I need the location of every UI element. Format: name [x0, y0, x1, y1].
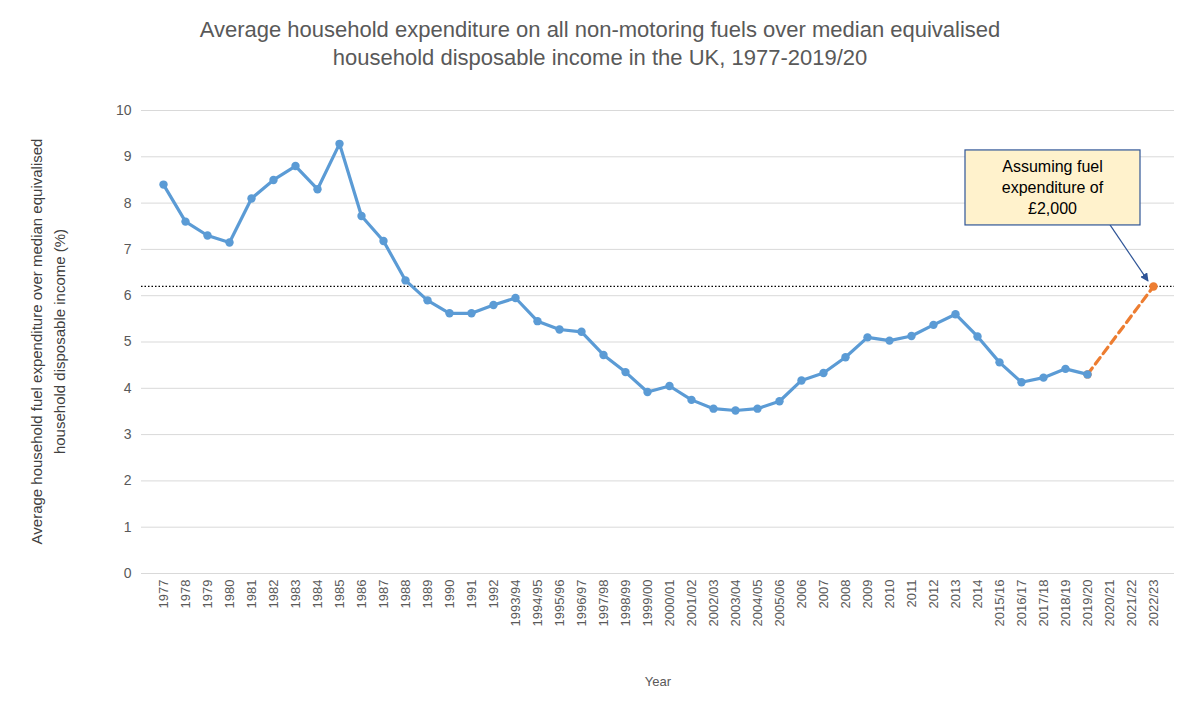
- svg-text:1998/99: 1998/99: [618, 580, 633, 627]
- svg-text:4: 4: [124, 380, 132, 396]
- svg-text:1: 1: [124, 519, 132, 535]
- svg-text:2004/05: 2004/05: [750, 580, 765, 627]
- svg-text:2002/03: 2002/03: [706, 580, 721, 627]
- svg-text:2013: 2013: [948, 580, 963, 609]
- svg-text:1978: 1978: [178, 580, 193, 609]
- svg-text:2021/22: 2021/22: [1124, 580, 1139, 627]
- svg-text:1983: 1983: [288, 580, 303, 609]
- svg-text:2006: 2006: [794, 580, 809, 609]
- svg-text:Average household fuel expendi: Average household fuel expenditure over …: [28, 139, 45, 545]
- svg-text:1991: 1991: [464, 580, 479, 609]
- svg-text:1988: 1988: [398, 580, 413, 609]
- svg-text:1996/97: 1996/97: [574, 580, 589, 627]
- svg-text:household disposable income (%: household disposable income (%): [51, 229, 68, 454]
- svg-text:2019/20: 2019/20: [1080, 580, 1095, 627]
- svg-text:2016/17: 2016/17: [1014, 580, 1029, 627]
- svg-text:£2,000: £2,000: [1028, 200, 1077, 217]
- svg-text:10: 10: [116, 102, 132, 118]
- svg-text:1977: 1977: [156, 580, 171, 609]
- svg-text:2012: 2012: [926, 580, 941, 609]
- svg-text:8: 8: [124, 195, 132, 211]
- svg-text:1993/94: 1993/94: [508, 580, 523, 627]
- svg-text:1990: 1990: [442, 580, 457, 609]
- svg-text:3: 3: [124, 426, 132, 442]
- html-text:Average household expenditure: Average household expenditure on all non…: [199, 17, 1001, 70]
- svg-text:2009: 2009: [860, 580, 875, 609]
- svg-text:1984: 1984: [310, 580, 325, 609]
- svg-text:1999/00: 1999/00: [640, 580, 655, 627]
- svg-text:1985: 1985: [332, 580, 347, 609]
- svg-text:expenditure of: expenditure of: [1002, 179, 1104, 196]
- svg-text:1995/96: 1995/96: [552, 580, 567, 627]
- svg-text:7: 7: [124, 241, 132, 257]
- svg-text:2015/16: 2015/16: [992, 580, 1007, 627]
- svg-text:1994/95: 1994/95: [530, 580, 545, 627]
- svg-text:2008: 2008: [838, 580, 853, 609]
- svg-text:1989: 1989: [420, 580, 435, 609]
- svg-text:Assuming fuel: Assuming fuel: [1002, 158, 1103, 175]
- svg-text:9: 9: [124, 148, 132, 164]
- svg-text:2011: 2011: [904, 580, 919, 608]
- svg-text:5: 5: [124, 333, 132, 349]
- svg-text:2005/06: 2005/06: [772, 580, 787, 627]
- svg-text:1981: 1981: [244, 580, 259, 609]
- svg-text:2014: 2014: [970, 580, 985, 609]
- svg-text:1992: 1992: [486, 580, 501, 609]
- svg-text:0: 0: [124, 565, 132, 581]
- svg-text:1979: 1979: [200, 580, 215, 609]
- svg-text:2: 2: [124, 472, 132, 488]
- svg-text:2007: 2007: [816, 580, 831, 609]
- svg-text:2020/21: 2020/21: [1102, 580, 1117, 627]
- svg-text:1982: 1982: [266, 580, 281, 609]
- svg-text:1980: 1980: [222, 580, 237, 609]
- svg-text:2010: 2010: [882, 580, 897, 609]
- svg-text:1997/98: 1997/98: [596, 580, 611, 627]
- svg-text:2022/23: 2022/23: [1146, 580, 1161, 627]
- svg-text:6: 6: [124, 287, 132, 303]
- svg-text:Year: Year: [645, 674, 672, 689]
- svg-text:1986: 1986: [354, 580, 369, 609]
- svg-text:2017/18: 2017/18: [1036, 580, 1051, 627]
- svg-text:2000/01: 2000/01: [662, 580, 677, 627]
- svg-text:2001/02: 2001/02: [684, 580, 699, 627]
- svg-text:2018/19: 2018/19: [1058, 580, 1073, 627]
- svg-text:2003/04: 2003/04: [728, 580, 743, 627]
- svg-text:1987: 1987: [376, 580, 391, 609]
